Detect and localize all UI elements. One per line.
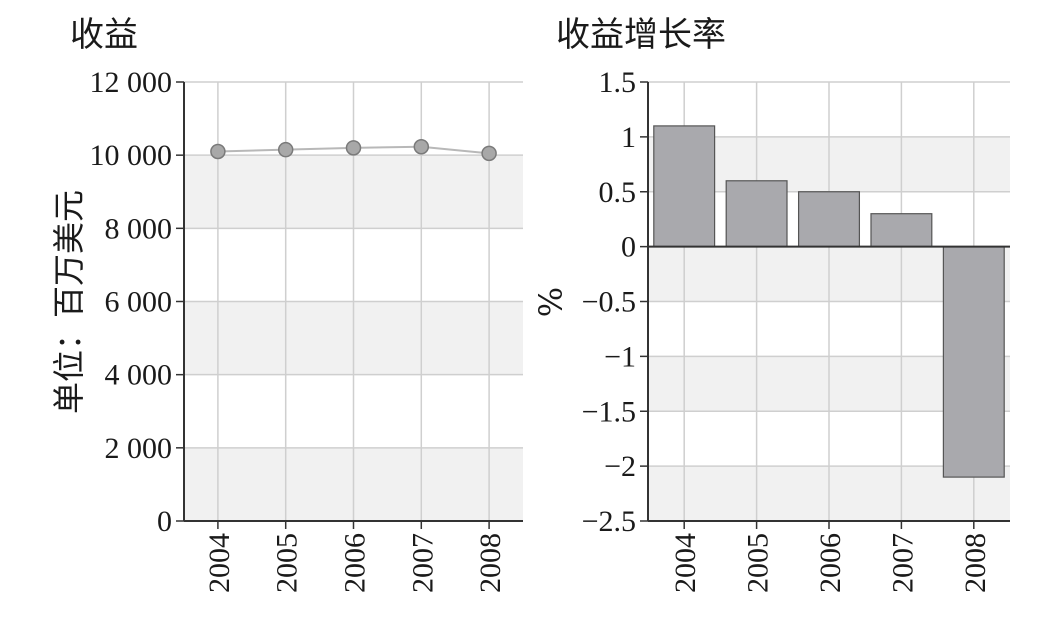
y-tick-label: 8 000 [105, 212, 173, 245]
growth-bar [942, 246, 1005, 478]
revenue-data-point [481, 145, 497, 162]
revenue-data-point [413, 139, 430, 155]
revenue-data-point [345, 140, 362, 156]
left-chart-title: 收益 [70, 15, 138, 55]
y-tick-label: 12 000 [90, 66, 173, 99]
right-y-axis-label: % [532, 287, 570, 317]
x-tick-label: 2007 [886, 533, 919, 593]
growth-bar [870, 213, 933, 248]
x-tick-label: 2008 [474, 533, 507, 593]
x-tick-label: 2004 [203, 533, 236, 593]
y-tick-label: −1 [604, 340, 636, 373]
growth-bar-chart: 收益增长率 % −2.5 −2 −1.5 −1 −0.5 0 0.5 1 1.5 2004 2005… [532, 15, 1010, 593]
x-tick-label: 2004 [669, 533, 702, 593]
revenue-line-chart: 收益 单位：百万美元 0 2 000 4 000 6 000 8 000 10 000 12… [50, 15, 523, 593]
right-chart-title: 收益增长率 [556, 15, 726, 55]
y-tick-label: 6 000 [105, 286, 173, 319]
y-tick-label: −0.5 [582, 286, 636, 319]
y-tick-label: 0 [157, 505, 172, 538]
y-tick-label: −2.5 [582, 505, 636, 538]
revenue-data-point [277, 141, 294, 158]
growth-bar [653, 125, 716, 248]
y-tick-label: 2 000 [105, 432, 173, 465]
y-tick-label: 1.5 [599, 66, 637, 99]
y-tick-label: 1 [621, 121, 636, 154]
x-tick-label: 2005 [271, 533, 304, 593]
left-y-axis-label: 单位：百万美元 [50, 190, 88, 414]
y-tick-label: 0 [621, 231, 636, 264]
growth-bar [725, 180, 788, 248]
x-tick-label: 2008 [959, 533, 992, 593]
y-tick-label: −1.5 [582, 395, 636, 428]
revenue-data-point [210, 143, 226, 160]
growth-bar [797, 191, 861, 248]
y-tick-label: 10 000 [90, 139, 173, 172]
y-tick-label: 0.5 [599, 176, 637, 209]
x-tick-label: 2005 [742, 533, 775, 593]
x-tick-label: 2007 [406, 533, 439, 593]
y-tick-label: 4 000 [105, 359, 173, 392]
x-tick-label: 2006 [339, 533, 372, 593]
x-tick-label: 2006 [814, 533, 847, 593]
y-tick-label: −2 [604, 450, 636, 483]
